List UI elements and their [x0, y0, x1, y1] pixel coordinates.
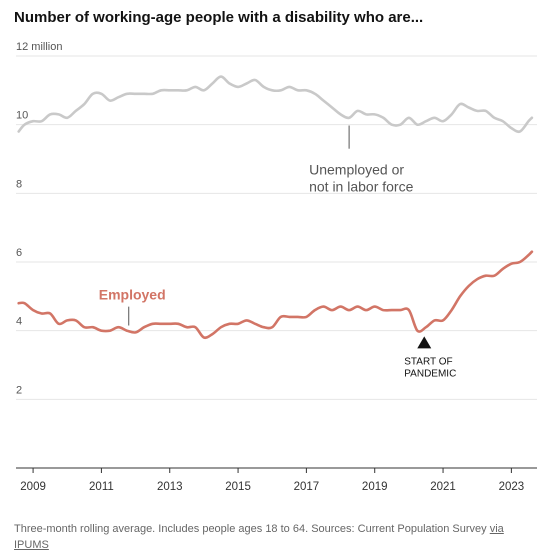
line-chart: Number of working-age people with a disa…: [14, 9, 537, 493]
y-tick-label-10: 10: [16, 110, 28, 122]
ipums-link[interactable]: via IPUMS: [14, 523, 504, 551]
x-tick-label-2019: 2019: [362, 481, 388, 493]
source-note: Three-month rolling average. Includes pe…: [14, 521, 534, 553]
y-axis-ticks: 2 4 6 8 10 12 million: [16, 41, 62, 396]
not-working-label-line1: Unemployed or: [309, 161, 404, 177]
y-tick-label-4: 4: [16, 316, 22, 328]
annotations: Unemployed or not in labor force Employe…: [99, 125, 456, 379]
not-working-series-line: [17, 75, 534, 134]
y-tick-label-2: 2: [16, 384, 22, 396]
x-tick-label-2009: 2009: [20, 481, 46, 493]
x-tick-label-2017: 2017: [294, 481, 320, 493]
source-text: Three-month rolling average. Includes pe…: [14, 523, 490, 535]
y-tick-label-8: 8: [16, 178, 22, 190]
x-axis: 2009 2011 2013 2015 2017 2019 2021 2023: [16, 467, 537, 493]
series-group: [17, 75, 534, 340]
employed-series-line: [17, 250, 534, 340]
pandemic-label-line1: START OF: [404, 356, 452, 367]
x-tick-label-2013: 2013: [157, 481, 183, 493]
employed-label: Employed: [99, 286, 166, 302]
y-tick-label-6: 6: [16, 247, 22, 259]
not-working-label-line2: not in labor force: [309, 178, 413, 194]
x-tick-label-2015: 2015: [225, 481, 251, 493]
x-tick-label-2021: 2021: [430, 481, 456, 493]
pandemic-triangle-icon: [417, 336, 432, 349]
x-tick-label-2011: 2011: [89, 481, 114, 493]
y-tick-label-12: 12 million: [16, 41, 62, 53]
x-tick-label-2023: 2023: [499, 481, 525, 493]
chart-title: Number of working-age people with a disa…: [14, 9, 423, 26]
grid-lines: [16, 55, 537, 400]
pandemic-label-line2: PANDEMIC: [404, 368, 456, 379]
